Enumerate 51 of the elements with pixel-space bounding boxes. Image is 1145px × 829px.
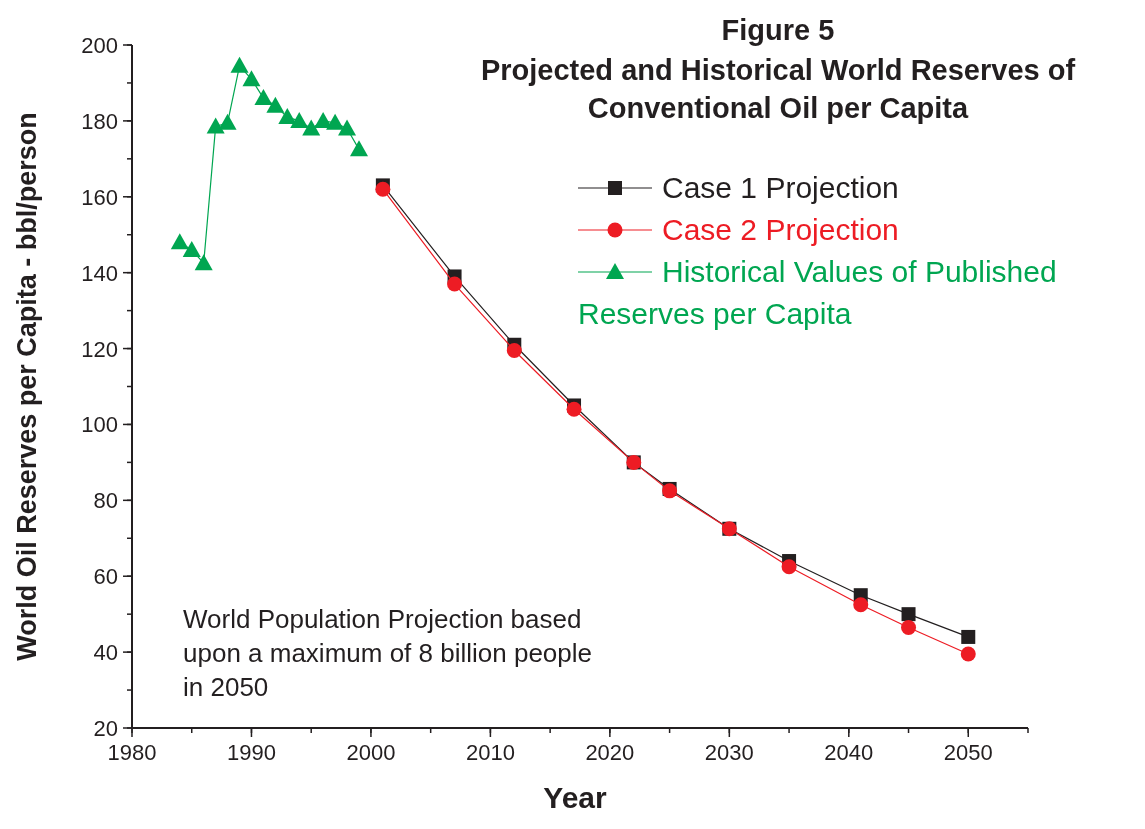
point [506, 342, 522, 358]
point [194, 254, 213, 271]
y-tick-label: 160 [81, 184, 118, 210]
point [338, 119, 357, 136]
y-tick-label: 40 [93, 640, 118, 666]
point [254, 89, 273, 106]
point [290, 111, 309, 128]
x-tick-label: 2010 [465, 740, 515, 765]
x-tick-label: 2040 [824, 740, 874, 765]
point [206, 117, 225, 134]
point [781, 559, 797, 575]
x-tick-label: 2050 [943, 740, 993, 765]
point [375, 181, 391, 197]
y-tick-label: 20 [93, 716, 118, 741]
point [447, 276, 463, 292]
point [302, 119, 321, 136]
y-tick-label: 100 [81, 412, 118, 438]
y-tick-label: 180 [81, 108, 118, 134]
chart-title: Figure 5 [721, 14, 835, 46]
point [266, 96, 285, 113]
point [278, 108, 297, 125]
point [182, 240, 201, 257]
x-tick-label: 1990 [226, 740, 276, 765]
y-tick-label: 120 [81, 336, 118, 362]
point [218, 113, 237, 130]
y-tick-label: 60 [93, 564, 118, 590]
y-axis-title: World Oil Reserves per Capita - bbl/person [12, 112, 42, 661]
point [960, 646, 976, 662]
point [230, 56, 249, 73]
y-tick-label: 200 [81, 33, 118, 58]
point [566, 401, 582, 417]
point [961, 629, 976, 644]
y-tick-label: 80 [93, 488, 118, 514]
point [326, 113, 345, 130]
x-tick-label: 1980 [107, 740, 157, 765]
point [901, 607, 916, 622]
x-tick-label: 2000 [346, 740, 396, 765]
point [349, 140, 368, 157]
point [901, 619, 917, 635]
annotation: World Population Projection based upon a maximum of 8 billion people in 2050 [183, 604, 593, 702]
legend-label: Case 2 Projection [662, 213, 899, 246]
text: Projected and Historical World Reserves of Conventional Oil per Capita [480, 54, 1076, 124]
x-axis-title: Year [543, 781, 608, 814]
point [242, 70, 261, 87]
x-tick-label: 2020 [585, 740, 635, 765]
legend-label: Case 1 Projection [662, 171, 899, 204]
legend-label: Historical Values of Published Reserves per Capita [578, 255, 1057, 330]
y-tick-label: 140 [81, 260, 118, 286]
x-tick-label: 2030 [704, 740, 754, 765]
point [853, 597, 869, 613]
point [170, 233, 189, 250]
